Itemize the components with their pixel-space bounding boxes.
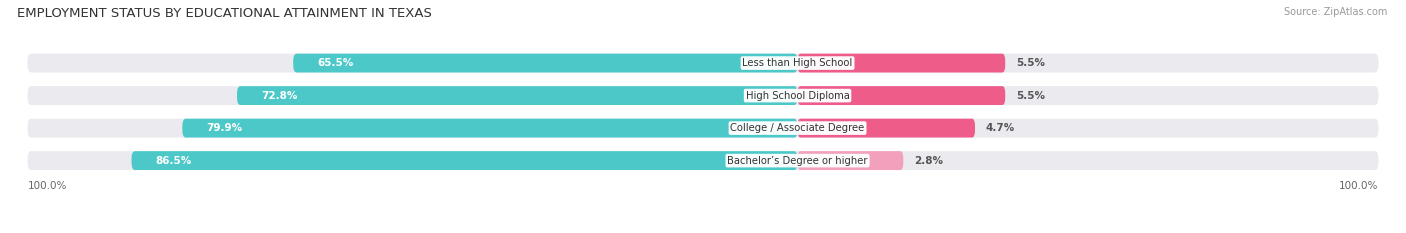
Text: 100.0%: 100.0% [28, 181, 67, 191]
FancyBboxPatch shape [797, 54, 1005, 72]
Text: High School Diploma: High School Diploma [745, 91, 849, 101]
Text: College / Associate Degree: College / Associate Degree [731, 123, 865, 133]
Text: EMPLOYMENT STATUS BY EDUCATIONAL ATTAINMENT IN TEXAS: EMPLOYMENT STATUS BY EDUCATIONAL ATTAINM… [17, 7, 432, 20]
FancyBboxPatch shape [238, 86, 797, 105]
Text: 5.5%: 5.5% [1017, 58, 1045, 68]
Text: 5.5%: 5.5% [1017, 91, 1045, 101]
Text: Bachelor’s Degree or higher: Bachelor’s Degree or higher [727, 156, 868, 166]
FancyBboxPatch shape [797, 86, 1005, 105]
Text: 72.8%: 72.8% [262, 91, 298, 101]
Text: 4.7%: 4.7% [986, 123, 1015, 133]
FancyBboxPatch shape [797, 151, 903, 170]
Text: 65.5%: 65.5% [318, 58, 354, 68]
FancyBboxPatch shape [183, 119, 797, 137]
Legend: In Labor Force, Unemployed: In Labor Force, Unemployed [603, 230, 803, 233]
FancyBboxPatch shape [797, 119, 974, 137]
Text: 86.5%: 86.5% [156, 156, 193, 166]
FancyBboxPatch shape [28, 151, 1378, 170]
Text: 100.0%: 100.0% [1339, 181, 1378, 191]
FancyBboxPatch shape [294, 54, 797, 72]
FancyBboxPatch shape [28, 86, 1378, 105]
Text: 2.8%: 2.8% [914, 156, 943, 166]
Text: 79.9%: 79.9% [207, 123, 243, 133]
FancyBboxPatch shape [132, 151, 797, 170]
Text: Less than High School: Less than High School [742, 58, 852, 68]
Text: Source: ZipAtlas.com: Source: ZipAtlas.com [1284, 7, 1388, 17]
FancyBboxPatch shape [28, 119, 1378, 137]
FancyBboxPatch shape [28, 54, 1378, 72]
